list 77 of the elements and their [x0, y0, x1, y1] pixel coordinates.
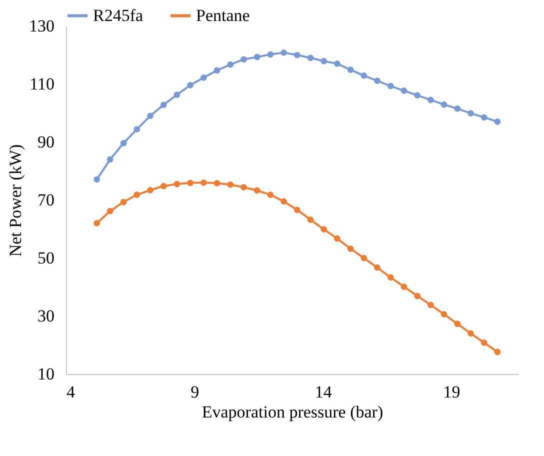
- point: [480, 114, 488, 121]
- point: [160, 102, 167, 108]
- x-tick-label: 4: [66, 382, 76, 402]
- point: [347, 246, 354, 252]
- point: [227, 181, 234, 188]
- point: [294, 206, 300, 214]
- point: [200, 179, 207, 186]
- point: [280, 198, 287, 205]
- point: [307, 216, 314, 223]
- y-tick-label: 30: [38, 306, 54, 326]
- y-tick-label: 110: [30, 74, 54, 94]
- point: [494, 348, 501, 356]
- y-tick-label: 10: [38, 364, 54, 384]
- point: [120, 198, 127, 206]
- point: [428, 96, 434, 104]
- point: [307, 54, 314, 62]
- point: [320, 58, 328, 64]
- point: [428, 302, 434, 308]
- point: [468, 110, 474, 116]
- point: [107, 156, 114, 163]
- y-tick-label: 130: [29, 16, 54, 36]
- y-tick-label: 90: [38, 132, 54, 152]
- point: [494, 118, 501, 125]
- y-tick-label: 70: [38, 190, 54, 210]
- point: [134, 126, 140, 132]
- point: [414, 292, 420, 300]
- point: [227, 61, 234, 68]
- point: [454, 320, 461, 327]
- point: [267, 192, 274, 198]
- point: [454, 105, 461, 112]
- point: [468, 330, 474, 337]
- point: [107, 208, 114, 214]
- point: [94, 176, 100, 183]
- point: [414, 92, 420, 98]
- y-axis-title: Net Power (kW): [6, 144, 25, 257]
- point: [334, 60, 340, 67]
- point: [147, 112, 154, 120]
- legend-label: Pentane: [196, 6, 250, 25]
- point: [240, 56, 247, 63]
- point: [320, 226, 328, 232]
- point: [214, 180, 220, 186]
- point: [360, 254, 368, 262]
- point: [374, 264, 380, 271]
- point: [387, 82, 394, 90]
- point: [120, 140, 127, 146]
- point: [254, 187, 260, 194]
- point: [400, 88, 408, 94]
- point: [294, 52, 300, 58]
- point: [187, 82, 194, 88]
- point: [174, 92, 180, 98]
- point: [254, 54, 260, 60]
- point: [134, 192, 140, 198]
- legend-label: R245fa: [93, 6, 144, 25]
- point: [480, 340, 488, 346]
- x-tick-label: 19: [443, 382, 460, 402]
- x-tick-label: 9: [190, 382, 200, 402]
- x-axis-title: Evaporation pressure (bar): [202, 402, 384, 422]
- point: [387, 274, 394, 281]
- point: [440, 311, 448, 318]
- point: [214, 67, 220, 74]
- point: [240, 184, 247, 190]
- x-tick-label: 14: [314, 382, 332, 402]
- point: [400, 284, 408, 290]
- y-tick-label: 50: [38, 248, 54, 268]
- point: [440, 101, 448, 108]
- point: [94, 220, 100, 226]
- point: [187, 180, 194, 186]
- point: [347, 66, 354, 73]
- point: [360, 72, 368, 79]
- point: [334, 235, 340, 242]
- point: [280, 50, 287, 56]
- point: [160, 182, 167, 190]
- point: [267, 51, 274, 58]
- point: [174, 180, 180, 188]
- point: [200, 74, 207, 81]
- point: [147, 186, 154, 194]
- point: [374, 78, 380, 84]
